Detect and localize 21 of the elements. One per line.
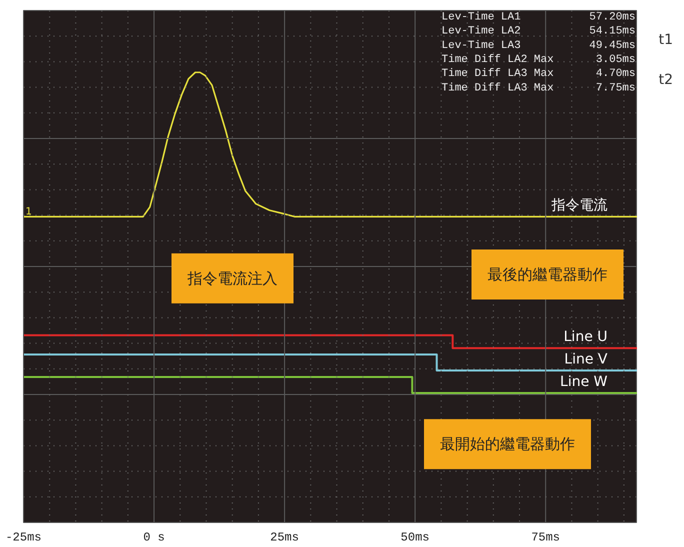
x-tick-label: 25ms — [270, 530, 299, 544]
series-label: Line U — [564, 329, 608, 346]
series-label: Line W — [560, 374, 608, 390]
text: Lev-Time LA1 57.20ms — [442, 11, 636, 24]
text: t2 — [658, 72, 674, 88]
annotation: 最後的繼電器動作 — [488, 265, 608, 284]
x-tick-label: 0 s — [143, 530, 165, 544]
annotation: 1 — [26, 206, 32, 218]
text: Time Diff LA3 Max 7.75ms — [442, 82, 636, 94]
series-label: 指令電流 — [550, 198, 608, 214]
text: 最開始的繼電器動作 — [440, 435, 575, 454]
x-tick-label: -25ms — [5, 530, 42, 544]
x-tick-label: 75ms — [531, 530, 560, 544]
text: Time Diff LA2 Max 3.05ms — [442, 54, 636, 66]
text: t1 — [658, 32, 674, 48]
text: Lev-Time LA2 54.15ms — [442, 26, 636, 38]
x-tick-label: 50ms — [400, 530, 430, 544]
annotation: 指令電流注入 — [186, 269, 278, 288]
text: Lev-Time LA3 49.45ms — [442, 40, 636, 52]
text: Time Diff LA3 Max 4.70ms — [442, 68, 636, 80]
series-label: Line V — [564, 352, 608, 368]
